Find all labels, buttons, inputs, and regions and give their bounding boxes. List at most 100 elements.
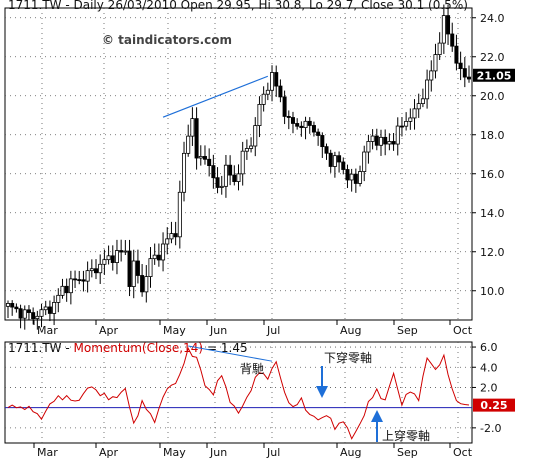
momentum-x-tick-label: Aug	[340, 446, 361, 459]
candle-body	[31, 312, 36, 320]
momentum-x-axis: Mar Apr May Jun Jul Aug Sep Oct	[33, 443, 473, 459]
candle-body	[14, 306, 19, 310]
candle-body	[307, 120, 312, 126]
candle-body	[140, 275, 145, 293]
price-x-tick-label: Oct	[453, 324, 473, 337]
price-x-tick-label: Apr	[99, 324, 119, 337]
candle-body	[270, 72, 275, 91]
price-panel-frame	[4, 7, 473, 321]
candle-body	[60, 285, 65, 296]
candle-body	[43, 306, 48, 311]
candle-body	[353, 173, 358, 184]
candle-body	[433, 54, 438, 72]
last-close-tag-bg	[473, 68, 515, 82]
price-y-tick-label: 12.0	[480, 246, 505, 259]
candle-body	[10, 303, 15, 308]
price-chart-title: 1711.TW - Daily 26/03/2010 Open 29.95, H…	[8, 0, 468, 12]
momentum-grid	[5, 342, 472, 443]
candle-body	[244, 148, 249, 152]
annotation-divergence: 背馳	[240, 361, 264, 376]
candle-body	[437, 42, 442, 55]
candle-body	[299, 125, 304, 128]
candle-body	[408, 117, 413, 122]
candle-body	[466, 76, 471, 80]
candle-body	[119, 250, 124, 253]
divergence-line	[188, 345, 273, 362]
candle-body	[278, 85, 283, 98]
candle-body	[458, 62, 463, 69]
momentum-y-axis: -2.0 2.0 4.0 6.0	[472, 341, 501, 435]
candle-body	[454, 45, 459, 64]
candle-body	[404, 120, 409, 127]
candlestick-series	[6, 4, 471, 330]
candle-body	[341, 161, 346, 170]
last-close-label: 21.05	[477, 69, 512, 82]
candle-body	[110, 255, 115, 263]
candle-body	[68, 278, 73, 294]
candle-body	[77, 279, 82, 281]
price-x-tick-label: Mar	[37, 324, 58, 337]
candle-body	[274, 72, 279, 87]
candle-body	[249, 145, 254, 149]
candle-body	[161, 243, 166, 261]
arrow-up-icon	[371, 410, 383, 442]
momentum-x-tick-label: Oct	[453, 446, 473, 459]
candle-body	[311, 125, 316, 133]
candle-body	[441, 15, 446, 44]
arrow-down-icon	[316, 366, 328, 398]
candle-body	[215, 177, 220, 188]
momentum-last-tag: 0.25	[473, 398, 515, 412]
price-x-tick-label: Aug	[340, 324, 361, 337]
candle-body	[420, 98, 425, 105]
momentum-y-tick-label: 6.0	[480, 341, 498, 354]
candle-body	[64, 285, 69, 294]
candle-body	[169, 233, 174, 240]
watermark: © taindicators.com	[102, 33, 232, 47]
candle-body	[450, 33, 455, 47]
price-y-tick-label: 20.0	[480, 90, 505, 103]
candle-body	[94, 268, 99, 274]
price-y-tick-label: 18.0	[480, 129, 505, 142]
momentum-title-prefix: 1711.TW -	[8, 341, 74, 355]
candle-body	[52, 302, 57, 314]
candle-body	[316, 131, 321, 136]
candle-body	[144, 276, 149, 293]
candle-body	[395, 125, 400, 145]
candle-body	[425, 79, 430, 100]
momentum-chart-title: 1711.TW - Momentum(Close,14) = 1.45	[8, 341, 248, 355]
candle-body	[47, 306, 52, 314]
candle-body	[383, 136, 388, 145]
candle-body	[211, 165, 216, 179]
candle-body	[345, 169, 350, 181]
candle-body	[387, 141, 392, 145]
candle-body	[416, 103, 421, 110]
candle-body	[240, 150, 245, 175]
annotation-cross-below: 下穿零軸	[324, 350, 372, 365]
candle-body	[328, 152, 333, 167]
candle-body	[462, 68, 467, 78]
price-y-tick-label: 22.0	[480, 51, 505, 64]
candle-body	[114, 250, 119, 263]
candle-body	[265, 89, 270, 95]
candle-body	[102, 259, 107, 265]
candle-body	[261, 93, 266, 105]
candle-body	[332, 155, 337, 167]
candle-body	[391, 141, 396, 145]
price-x-tick-label: Jun	[209, 324, 227, 337]
candle-body	[253, 125, 258, 147]
price-y-tick-label: 16.0	[480, 168, 505, 181]
momentum-panel-frame	[4, 341, 473, 444]
candle-body	[236, 173, 241, 182]
candle-body	[282, 96, 287, 117]
candle-body	[286, 116, 291, 118]
momentum-x-tick-label: Jul	[266, 446, 280, 459]
price-x-tick-label: May	[163, 324, 186, 337]
momentum-line	[7, 347, 470, 440]
momentum-title-indicator: Momentum(Close,14)	[74, 341, 204, 355]
momentum-y-tick-label: 4.0	[480, 361, 498, 374]
candle-body	[35, 315, 40, 320]
candle-body	[257, 104, 262, 126]
candle-body	[26, 309, 31, 313]
candle-body	[194, 118, 199, 159]
momentum-x-tick-label: Sep	[397, 446, 418, 459]
